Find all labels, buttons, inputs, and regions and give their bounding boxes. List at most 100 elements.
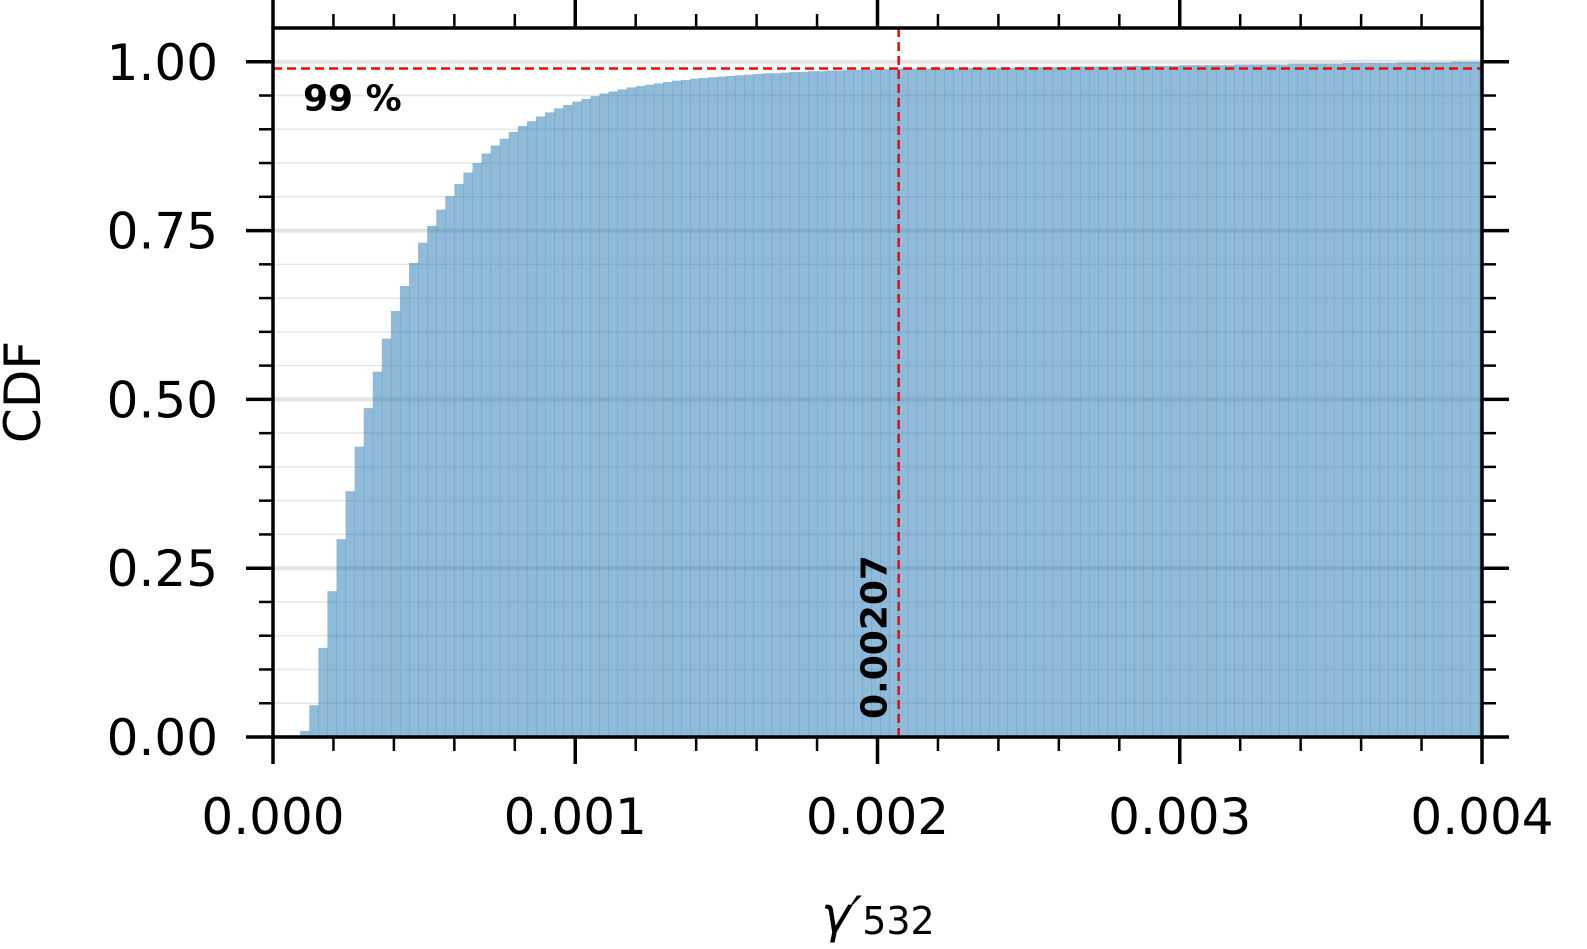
histogram-bar [517,125,528,737]
histogram-bar [1034,67,1045,737]
histogram-bar [1460,61,1471,737]
histogram-bar [889,69,900,737]
histogram-bar [844,69,854,737]
histogram-bar [953,68,963,737]
histogram-bar [1188,65,1199,737]
histogram-bar [318,647,328,737]
histogram-bar [916,68,927,737]
x-tick-label: 0.001 [504,788,647,846]
histogram-bar [1324,63,1335,737]
axes: 0.00 0.25 0.50 0.75 1.00 0.000 0.001 0.002 0.003… [107,0,1554,846]
histogram-bar [1243,64,1253,737]
histogram-bar [880,69,890,737]
histogram-bar [1442,62,1453,737]
histogram-bar [1125,65,1135,737]
histogram-bar [635,86,646,737]
histogram-bar [1397,62,1407,737]
histogram-bar [617,89,628,737]
histogram-bar [644,84,655,737]
histogram-bar [1361,63,1371,737]
histogram-bar [726,75,736,737]
threshold-vline-label: 0.00207 [855,555,896,719]
histogram-bar [771,73,782,737]
histogram-bar [681,79,691,737]
histogram-bar [1388,63,1398,737]
histogram-bar [1297,63,1308,737]
y-tick-label: 0.50 [107,371,218,429]
y-tick-label: 0.25 [107,540,218,598]
histogram-bar [1206,65,1217,737]
histogram-bar [817,71,827,737]
histogram-bar [508,131,519,737]
histogram-bar [463,172,473,737]
histogram-bar [943,68,954,737]
histogram-bar [1370,63,1380,737]
histogram-bar [1451,61,1462,737]
histogram-bar [390,310,401,737]
y-tick-label: 1.00 [107,34,218,92]
histogram-bar [599,93,609,737]
histogram-bar [708,77,718,737]
histogram-bar [381,338,392,737]
histogram-bar [998,67,1008,737]
histogram-bar [1234,64,1244,737]
histogram-bar [1342,63,1353,737]
histogram-bar [853,69,863,737]
histogram-bar [1433,62,1444,737]
histogram-bar [662,82,673,737]
threshold-hline-label: 99 % [303,79,402,120]
histogram-bar [1061,67,1072,737]
histogram-bar [590,96,600,737]
histogram-bar [1252,64,1262,737]
histogram-bar [445,196,455,737]
histogram-bar [1080,66,1090,737]
histogram-bar [436,209,446,737]
histogram-bar [717,76,727,737]
x-tick-label: 0.000 [201,788,344,846]
histogram-bar [989,67,999,737]
histogram-bar [354,446,365,737]
histogram-bar [608,91,618,737]
histogram-bar [1016,67,1027,737]
histogram-bar [545,112,555,737]
histogram-bar [1352,63,1362,737]
histogram-bar [1216,65,1226,737]
histogram-bar [1043,67,1054,737]
histogram-bar [980,67,990,737]
histogram-bar [327,591,337,737]
histogram-bar [1152,65,1163,737]
y-tick-label: 0.75 [107,203,218,261]
histogram-bar [1052,67,1063,737]
y-tick-label: 0.00 [107,709,218,767]
histogram-bar [399,285,410,737]
bars [300,61,1482,737]
annotations: 99 % 0.00207 [273,28,1482,737]
histogram-bar [1306,63,1317,737]
histogram-bar [1107,66,1117,737]
histogram-bar [1134,65,1144,737]
histogram-bar [1089,66,1099,737]
histogram-bar [345,491,356,737]
histogram-bar [1333,63,1344,737]
histogram-bar [671,80,682,737]
histogram-bar [300,730,310,737]
histogram-bar [563,104,573,737]
histogram-bar [862,69,872,737]
histogram-bar [907,68,918,737]
histogram-bar [690,78,700,737]
histogram-bar [1143,65,1153,737]
histogram-bar [427,225,437,737]
histogram-bar [971,67,981,737]
y-axis-label: CDF [0,341,52,443]
histogram-bar [535,116,546,737]
histogram-bar [826,70,836,737]
histogram-bar [1288,63,1299,737]
histogram-bar [1179,65,1190,737]
histogram-bar [1406,62,1416,737]
histogram-bar [1225,65,1235,737]
histogram-bar [309,705,319,737]
x-axis-label-subscript: 532 [862,899,935,943]
histogram-bar [418,242,428,737]
histogram-bar [363,408,374,737]
histogram-bar [699,77,709,737]
